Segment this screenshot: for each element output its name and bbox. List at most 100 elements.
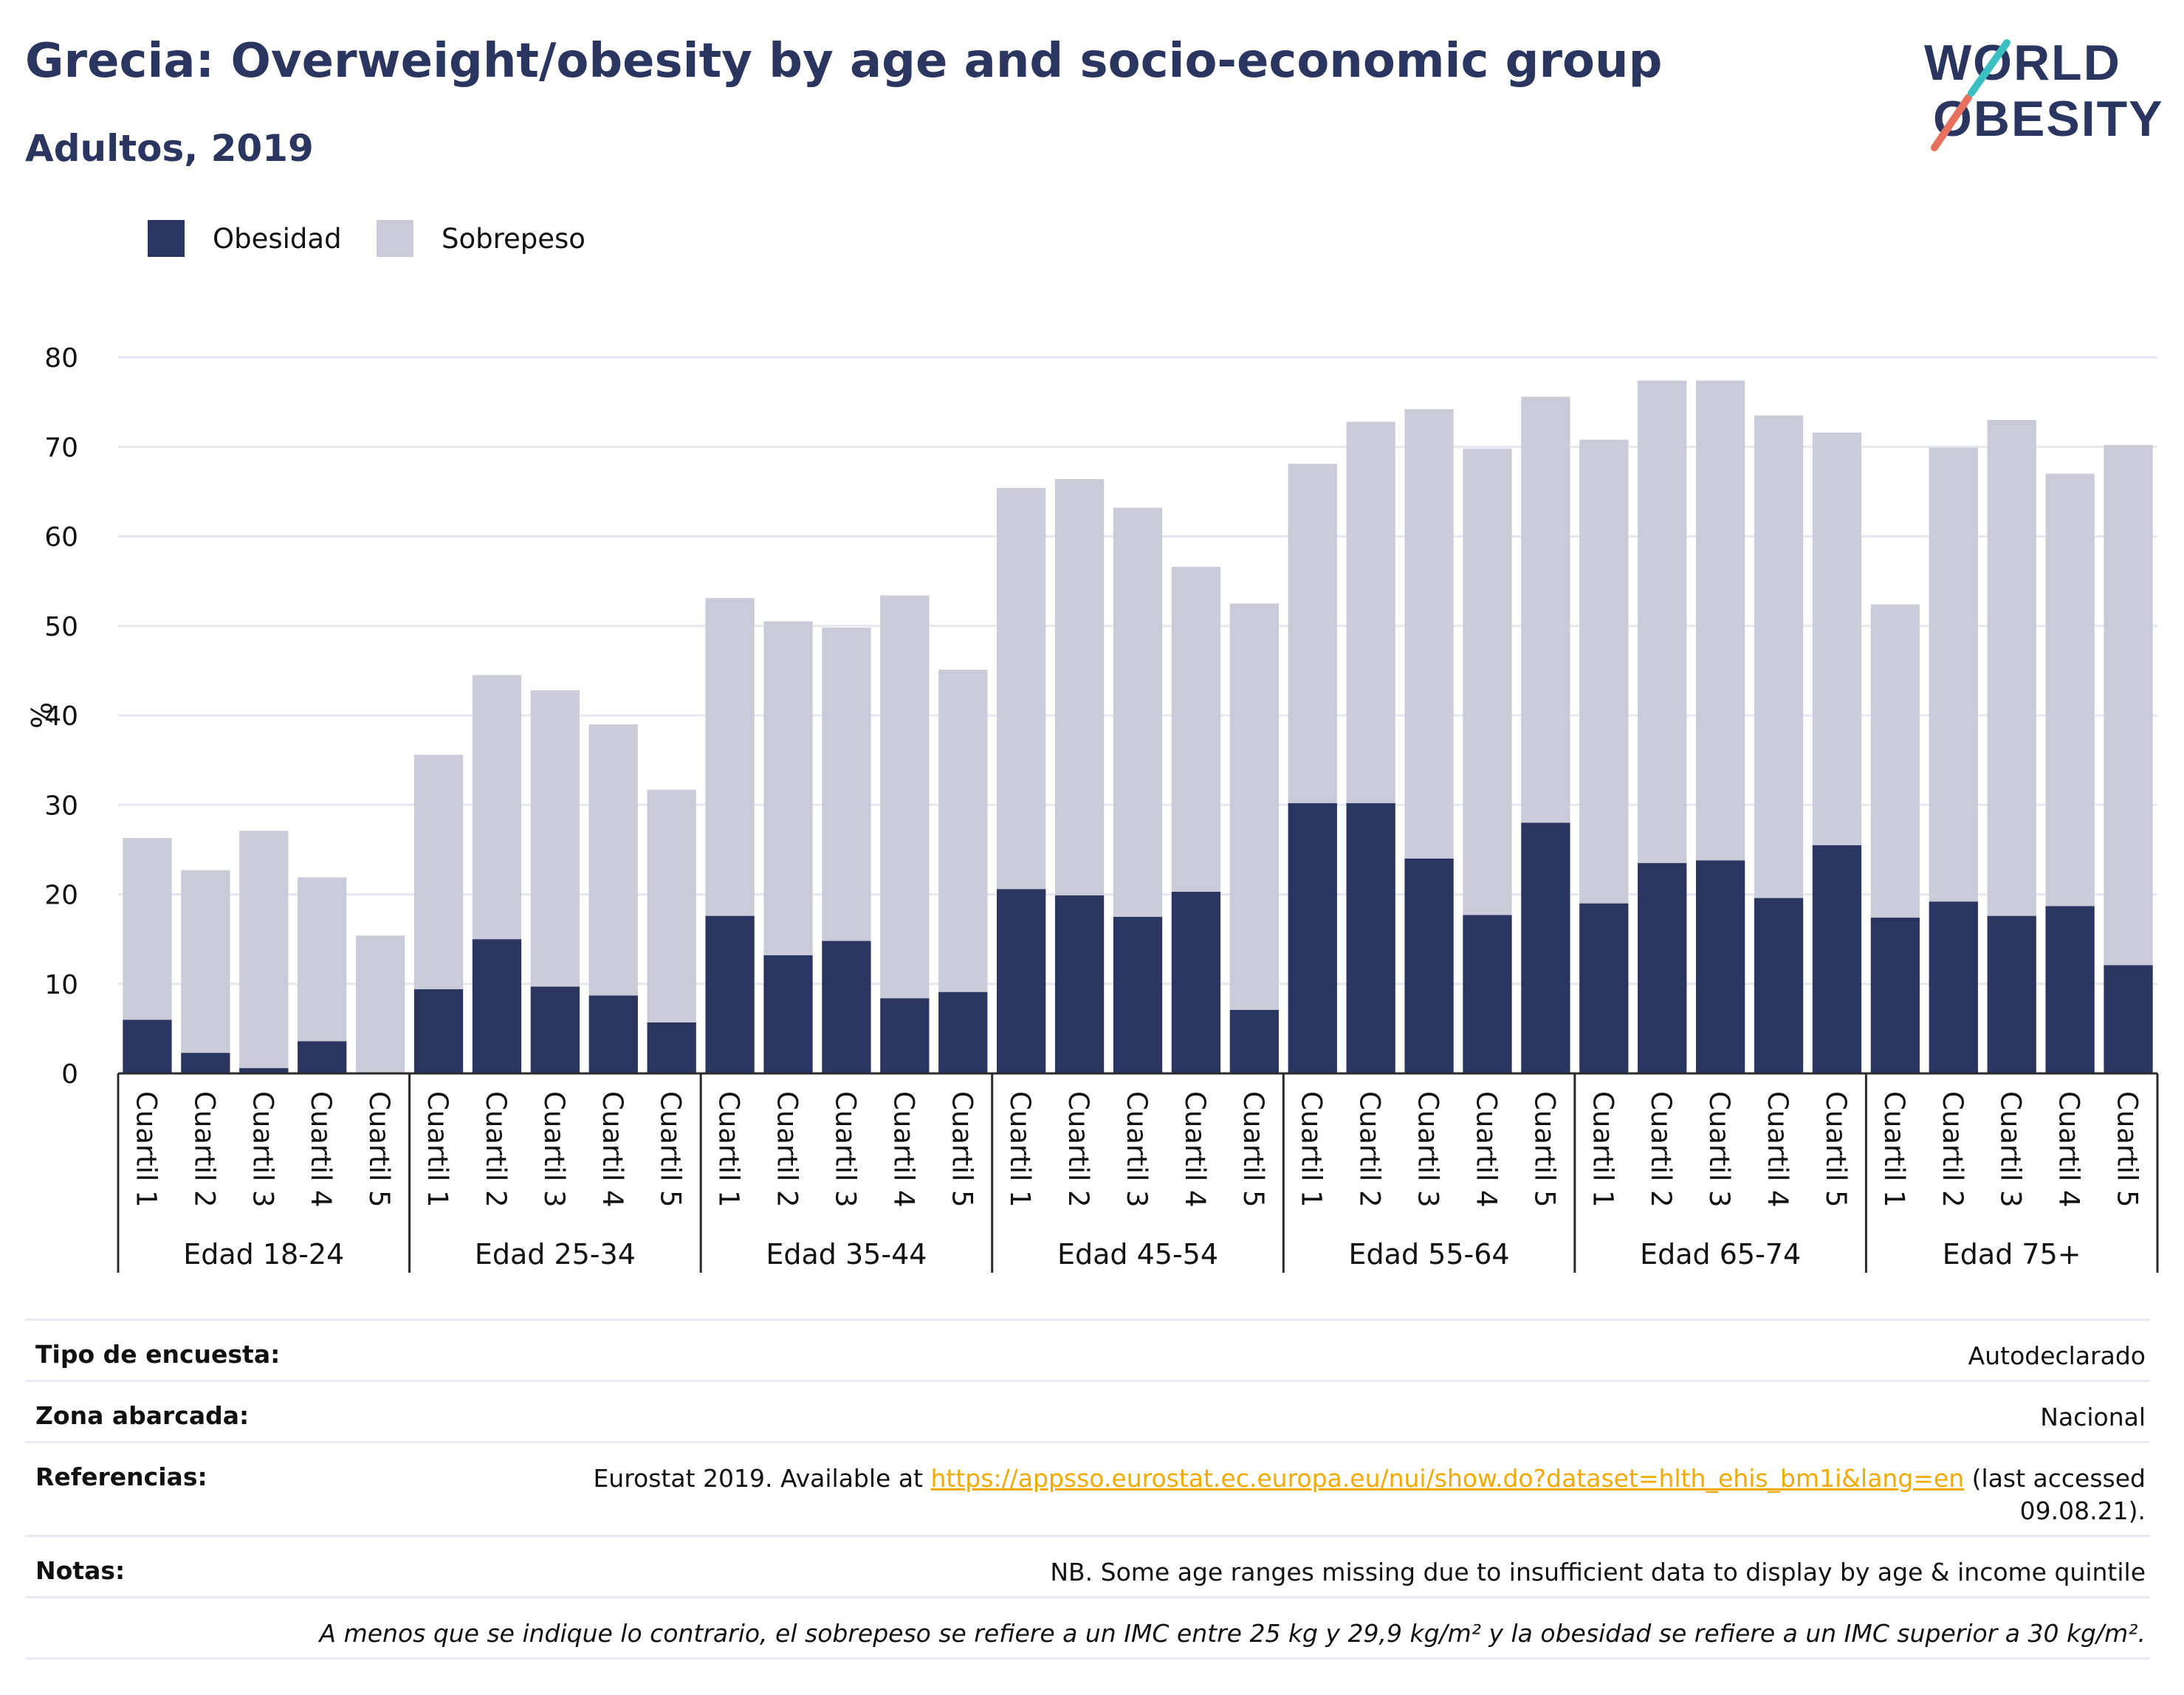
bar-sobrepeso [181,870,230,1053]
bar-obesidad [1812,845,1862,1073]
x-category-label: Cuartil 1 [422,1091,453,1208]
bar-obesidad [1579,903,1629,1073]
x-category-label: Cuartil 1 [1296,1091,1328,1208]
bar-obesidad [1346,802,1395,1073]
legend-swatch-obesidad [148,220,185,257]
bar-sobrepeso [1870,604,1920,918]
bar-obesidad [1113,916,1163,1073]
bar-obesidad [181,1053,230,1073]
legend-label-obesidad: Obesidad [213,222,342,255]
bar-obesidad [413,989,464,1073]
y-tick-label: 80 [44,343,78,374]
legend-item-obesidad: Obesidad [148,219,342,258]
bar-obesidad [1638,863,1687,1073]
definition-note: A menos que se indique lo contrario, el … [319,1619,2146,1648]
bar-obesidad [1929,901,1978,1073]
bar-sobrepeso [1346,422,1395,803]
legend-swatch-sobrepeso [377,220,413,257]
bar-obesidad [997,889,1046,1073]
info-value: NB. Some age ranges missing due to insuf… [1050,1558,2146,1586]
bar-obesidad [822,941,871,1073]
x-category-label: Cuartil 5 [2112,1091,2143,1208]
info-row-references: Referencias: Eurostat 2019. Available at… [25,1441,2150,1535]
world-obesity-logo: WORLD OBESITY [1924,35,2164,151]
bar-obesidad [1695,860,1745,1073]
y-tick-label: 60 [44,523,78,553]
x-category-label: Cuartil 4 [597,1091,628,1208]
bar-sobrepeso [1463,448,1512,915]
bar-obesidad [1521,822,1570,1073]
bar-sobrepeso [355,935,405,1073]
bar-obesidad [763,955,813,1073]
x-category-label: Cuartil 1 [1587,1091,1618,1208]
info-row-definition: A menos que se indique lo contrario, el … [25,1596,2150,1660]
svg-text:OBESITY: OBESITY [1933,91,2164,147]
bar-obesidad [1054,895,1105,1073]
bar-obesidad [2045,906,2095,1073]
x-category-label: Cuartil 1 [713,1091,745,1208]
info-value-references: Eurostat 2019. Available at https://apps… [593,1462,2146,1527]
bar-sobrepeso [123,838,172,1020]
bar-obesidad [880,998,930,1073]
x-category-label: Cuartil 4 [1762,1091,1793,1208]
bar-sobrepeso [938,670,988,992]
y-tick-label: 30 [44,791,78,821]
info-table: Tipo de encuesta: Autodeclarado Zona aba… [25,1318,2150,1660]
reference-accessed-date: 09.08.21). [2019,1496,2146,1525]
bar-obesidad [588,995,638,1073]
bar-obesidad [1288,802,1337,1073]
bar-obesidad [1404,859,1454,1073]
bar-sobrepeso [1754,415,1804,898]
reference-suffix: (last accessed [1964,1464,2146,1493]
bar-sobrepeso [472,675,522,940]
bar-sobrepeso [1987,419,2036,916]
bar-obesidad [1870,918,1920,1073]
svg-text:WORLD: WORLD [1924,35,2121,91]
bar-sobrepeso [822,628,871,941]
bar-sobrepeso [530,690,580,987]
x-category-label: Cuartil 3 [1121,1091,1153,1208]
x-category-label: Cuartil 5 [946,1091,978,1208]
info-label: Zona abarcada: [35,1401,250,1430]
x-category-label: Cuartil 5 [1528,1091,1560,1208]
bar-obesidad [1171,891,1221,1073]
x-category-label: Cuartil 5 [363,1091,395,1208]
x-category-label: Cuartil 3 [538,1091,570,1208]
x-category-label: Cuartil 2 [1937,1091,1968,1208]
x-category-label: Cuartil 1 [1004,1091,1036,1208]
x-category-label: Cuartil 1 [130,1091,162,1208]
x-category-label: Cuartil 3 [1703,1091,1735,1208]
bar-obesidad [123,1020,172,1073]
reference-link[interactable]: https://appsso.eurostat.ec.europa.eu/nui… [930,1464,1965,1493]
bar-sobrepeso [647,789,696,1022]
bar-sobrepeso [588,724,638,996]
y-tick-label: 50 [44,612,78,642]
bar-obesidad [705,915,755,1073]
info-label: Tipo de encuesta: [35,1340,281,1369]
bar-sobrepeso [2045,473,2095,907]
x-category-label: Cuartil 3 [1412,1091,1444,1208]
x-category-label: Cuartil 4 [2053,1091,2085,1208]
info-label: Notas: [35,1556,126,1585]
x-category-label: Cuartil 2 [772,1091,803,1208]
x-category-label: Cuartil 1 [1878,1091,1910,1208]
bar-sobrepeso [413,754,464,990]
bar-sobrepeso [880,595,930,999]
bar-sobrepeso [1579,439,1629,904]
info-row-notes: Notas: NB. Some age ranges missing due t… [25,1535,2150,1596]
bar-sobrepeso [1113,507,1163,917]
bar-obesidad [530,986,580,1073]
info-row-survey-type: Tipo de encuesta: Autodeclarado [25,1318,2150,1380]
y-axis-label: % [26,702,58,729]
bar-sobrepeso [1812,432,1862,845]
bar-sobrepeso [1229,603,1279,1010]
legend-item-sobrepeso: Sobrepeso [377,219,586,258]
reference-prefix: Eurostat 2019. Available at [593,1464,931,1493]
bar-sobrepeso [763,621,813,955]
bar-obesidad [1463,915,1512,1073]
x-group-label: Edad 55-64 [1349,1238,1510,1271]
x-category-label: Cuartil 2 [188,1091,220,1208]
bar-obesidad [298,1041,347,1073]
x-category-label: Cuartil 5 [1237,1091,1269,1208]
bar-sobrepeso [1288,464,1337,803]
